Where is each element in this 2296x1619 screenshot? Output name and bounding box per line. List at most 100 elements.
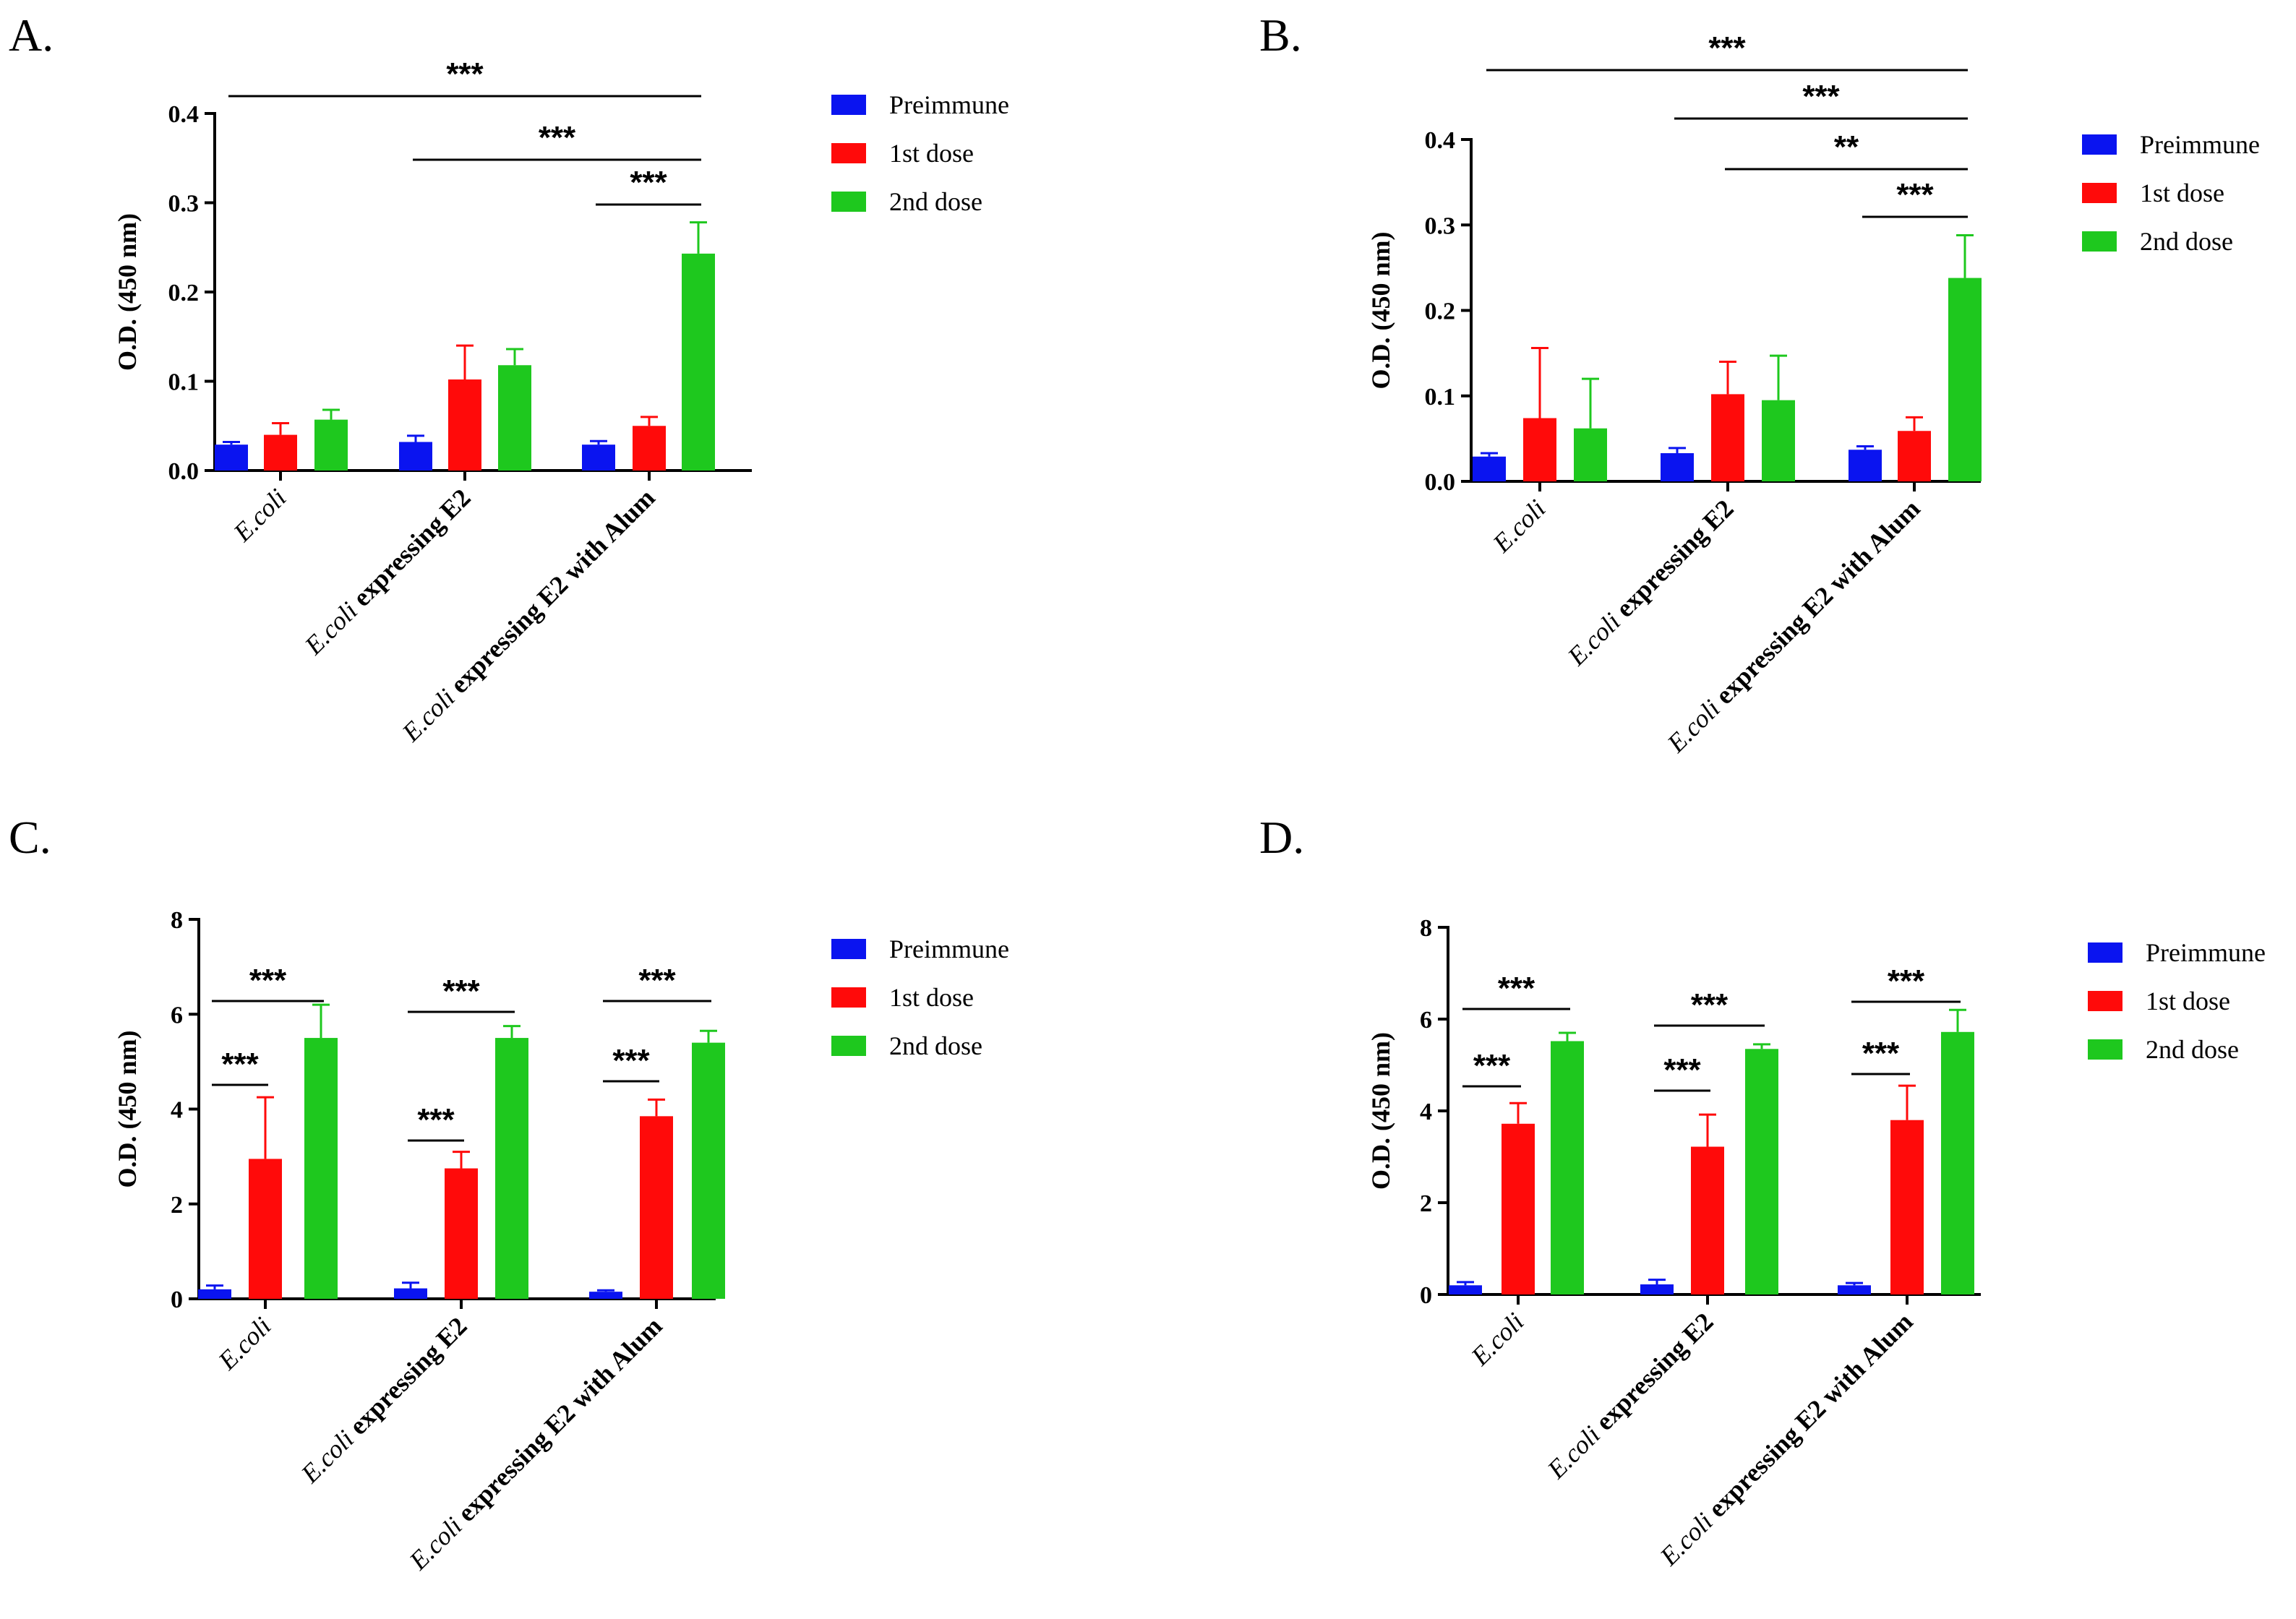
significance-label: *** <box>539 120 576 155</box>
significance-label: *** <box>630 165 667 200</box>
x-category-label: E.coli expressing E2 <box>1541 1307 1719 1485</box>
legend-swatch <box>2088 942 2122 963</box>
x-category-label: E.coli <box>228 483 292 547</box>
bar-preimmune <box>215 445 248 471</box>
bar-preimmune <box>198 1289 231 1299</box>
bar-1st-dose <box>640 1116 673 1299</box>
x-category-label: E.coli <box>213 1311 277 1375</box>
bar-1st-dose <box>1691 1146 1724 1294</box>
bar-2nd-dose <box>692 1042 725 1299</box>
y-tick-label: 0.1 <box>1425 384 1456 411</box>
bar-2nd-dose <box>1762 400 1795 481</box>
legend-label: 1st dose <box>889 983 974 1012</box>
bar-preimmune <box>1640 1284 1674 1294</box>
y-tick-label: 0.1 <box>168 369 200 396</box>
legend: Preimmune 1st dose 2nd dose <box>2088 938 2266 1064</box>
category-label-italic: E.coli <box>1465 1307 1530 1371</box>
bar-2nd-dose <box>682 253 715 471</box>
legend: Preimmune 1st dose 2nd dose <box>831 90 1009 216</box>
y-tick-label: 0.4 <box>168 101 200 128</box>
y-tick-label: 0.4 <box>1425 127 1456 154</box>
y-axis-title: O.D. (450 nm) <box>1366 1032 1395 1190</box>
significance-label: *** <box>638 963 676 998</box>
legend: Preimmune 1st dose 2nd dose <box>2082 130 2260 256</box>
legend-label: Preimmune <box>2146 938 2266 967</box>
chart-panel-c: C. 0 2 4 6 8 O.D. (450 nm) E.coli E.coli express… <box>9 812 1009 1576</box>
significance-label: *** <box>446 56 484 92</box>
category-label-bold: expressing E2 with Alum <box>440 483 661 703</box>
category-label-bold: expressing E2 with Alum <box>447 1311 668 1532</box>
legend-label: 2nd dose <box>2146 1035 2239 1064</box>
y-tick-label: 4 <box>171 1097 183 1124</box>
bar-2nd-dose <box>498 365 531 471</box>
legend-label: Preimmune <box>889 90 1009 119</box>
legend-swatch <box>2082 183 2117 203</box>
legend-swatch <box>2088 1039 2122 1060</box>
significance-label: *** <box>1708 30 1746 66</box>
y-tick-label: 4 <box>1420 1099 1432 1125</box>
y-tick-label: 0.3 <box>1425 212 1456 239</box>
legend-swatch <box>831 939 866 959</box>
category-label-italic: E.coli <box>228 483 292 547</box>
bar-1st-dose <box>264 434 297 471</box>
legend-label: 1st dose <box>889 139 974 168</box>
bar-preimmune <box>399 442 432 471</box>
panel-letter: C. <box>9 812 51 863</box>
category-label-bold: expressing E2 <box>1606 494 1739 627</box>
legend-label: 1st dose <box>2146 987 2230 1015</box>
y-tick-label: 0.2 <box>168 280 200 306</box>
category-label-italic: E.coli <box>1487 494 1551 558</box>
y-tick-label: 6 <box>171 1002 183 1028</box>
chart-panel-a: A. 0.0 0.1 0.2 0.3 0.4 O.D. (450 nm) E.coliE.co… <box>9 9 1009 747</box>
legend: Preimmune 1st dose 2nd dose <box>831 935 1009 1060</box>
legend-swatch <box>831 1036 866 1056</box>
category-label-bold: expressing E2 with Alum <box>1698 1307 1919 1527</box>
significance-label: *** <box>1888 963 1925 999</box>
significance-label: ** <box>1834 129 1859 165</box>
bar-preimmune <box>1449 1285 1482 1294</box>
significance-label: *** <box>1896 177 1934 212</box>
chart-panel-b: B. 0.0 0.1 0.2 0.3 0.4 O.D. (450 nm) E.coliE.co… <box>1259 9 2260 758</box>
bar-1st-dose <box>249 1159 282 1299</box>
legend-swatch <box>831 192 866 212</box>
significance-label: *** <box>249 963 287 998</box>
legend-swatch <box>831 95 866 115</box>
significance-label: *** <box>1802 79 1840 114</box>
legend-label: Preimmune <box>889 935 1009 963</box>
bar-1st-dose <box>448 379 481 471</box>
bar-2nd-dose <box>1574 428 1607 481</box>
bar-2nd-dose <box>314 419 348 471</box>
bar-preimmune <box>394 1288 427 1299</box>
y-tick-label: 0.3 <box>168 191 200 218</box>
panel-letter: B. <box>1259 9 1302 61</box>
x-category-label: E.coli <box>1465 1307 1530 1371</box>
y-tick-label: 0.0 <box>168 458 200 485</box>
legend-label: 1st dose <box>2140 179 2224 207</box>
y-tick-label: 0.2 <box>1425 299 1456 325</box>
category-label-bold: expressing E2 with Alum <box>1705 494 1926 714</box>
significance-label: *** <box>1862 1036 1900 1071</box>
bar-2nd-dose <box>1941 1031 1974 1294</box>
bar-2nd-dose <box>1551 1041 1584 1294</box>
category-label-bold: expressing E2 <box>1585 1307 1719 1440</box>
x-category-label: E.coli <box>1487 494 1551 558</box>
bar-preimmune <box>589 1292 622 1299</box>
legend-swatch <box>831 143 866 163</box>
legend-label: 2nd dose <box>889 187 982 216</box>
legend-label: 2nd dose <box>2140 227 2233 256</box>
x-category-label: E.coli expressing E2 <box>1562 494 1739 671</box>
bar-1st-dose <box>1523 418 1556 481</box>
bar-preimmune <box>1473 456 1506 481</box>
y-tick-label: 8 <box>171 907 183 934</box>
y-tick-label: 2 <box>171 1192 183 1219</box>
legend-swatch <box>831 987 866 1008</box>
bar-2nd-dose <box>495 1038 528 1299</box>
bar-1st-dose <box>1711 394 1744 481</box>
bar-1st-dose <box>1890 1120 1924 1294</box>
bar-preimmune <box>1849 450 1882 481</box>
panel-letter: D. <box>1259 812 1304 863</box>
bar-preimmune <box>1838 1285 1871 1294</box>
y-axis-title: O.D. (450 nm) <box>113 213 142 371</box>
